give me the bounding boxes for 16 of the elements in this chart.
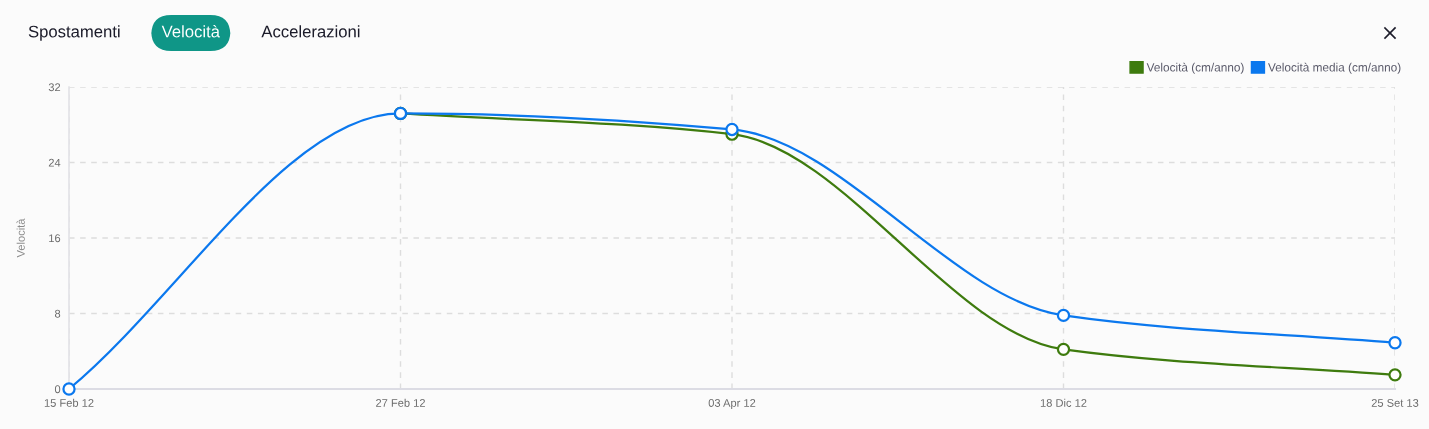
- legend-label: Velocità (cm/anno): [1146, 62, 1244, 74]
- x-tick-label: 27 Feb 12: [376, 398, 425, 407]
- y-axis-title: Velocità: [16, 218, 25, 258]
- text: Accelerazioni: [261, 25, 360, 38]
- y-tick-label: 0: [54, 385, 61, 394]
- y-tick-label: 16: [49, 234, 61, 243]
- x-tick-label: 15 Feb 12: [44, 398, 94, 407]
- y-tick-label: 8: [54, 309, 61, 318]
- x-tick-label: 25 Set 13: [1371, 399, 1419, 407]
- text: Spostamenti: [28, 25, 120, 41]
- legend-label: Velocità media (cm/anno): [1268, 62, 1401, 74]
- y-tick-label: 32: [48, 83, 61, 92]
- x-tick-label: 18 Dic 12: [1040, 398, 1087, 407]
- chart-title: Velocità: [161, 25, 220, 38]
- x-tick-label: 03 Apr 12: [708, 399, 756, 410]
- y-tick-label: 24: [48, 158, 61, 167]
